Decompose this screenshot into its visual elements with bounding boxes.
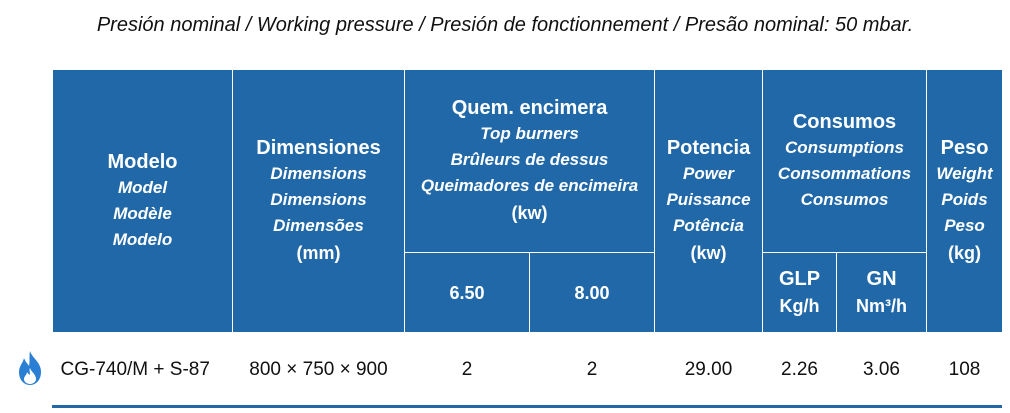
table-row: CG-740/M + S-87 800 × 750 × 900 2 2 29.0… xyxy=(53,333,1003,407)
header-dimensions: Dimensiones Dimensions Dimensions Dimens… xyxy=(232,69,405,333)
header-dimensions-tr-en: Dimensions xyxy=(270,164,367,183)
header-consumption: Consumos Consumptions Consommations Cons… xyxy=(762,69,928,253)
header-model-tr-pt: Modelo xyxy=(112,230,173,249)
header-model-title: Modelo xyxy=(107,151,178,173)
cell-glp: 2.26 xyxy=(781,358,818,380)
header-model-tr-fr: Modèle xyxy=(113,204,172,223)
header-consumption-tr-en: Consumptions xyxy=(785,138,905,157)
header-consumption-glp: GLP Kg/h xyxy=(762,252,838,333)
header-glp-unit: Kg/h xyxy=(779,295,820,316)
spec-table: Modelo Model Modèle Modelo Dimensiones D… xyxy=(52,69,1004,407)
cell-burners-650: 2 xyxy=(461,358,473,380)
header-consumption-gn: GN Nm³/h xyxy=(836,252,928,333)
cell-dimensions: 800 × 750 × 900 xyxy=(249,358,388,380)
header-model-tr-en: Model xyxy=(117,178,168,197)
header-burners-tr-fr: Brûleurs de dessus xyxy=(450,150,609,169)
header-weight-tr-pt: Peso xyxy=(944,216,985,235)
header-burners-title: Quem. encimera xyxy=(451,97,608,119)
header-burners-tr-pt: Queimadores de encimeira xyxy=(420,176,639,195)
header-weight-title: Peso xyxy=(940,137,989,159)
header-burners: Quem. encimera Top burners Brûleurs de d… xyxy=(403,69,656,253)
cell-burners-800: 2 xyxy=(586,358,598,380)
header-dimensions-tr-pt: Dimensões xyxy=(273,216,364,235)
gas-flame-icon xyxy=(19,351,41,385)
header-weight-tr-en: Weight xyxy=(936,164,993,183)
header-consumption-tr-pt: Consumos xyxy=(800,190,889,209)
bottom-rule xyxy=(52,405,1002,408)
header-burners-unit: (kw) xyxy=(511,203,548,223)
header-burners-800: 8.00 xyxy=(528,252,656,333)
header-power: Potencia Power Puissance Potência (kw) xyxy=(654,69,764,333)
cell-power: 29.00 xyxy=(684,358,733,380)
working-pressure-caption: Presión nominal / Working pressure / Pre… xyxy=(96,14,914,36)
header-consumption-title: Consumos xyxy=(792,111,897,133)
header-weight: Peso Weight Poids Peso (kg) xyxy=(926,69,1004,333)
header-power-tr-en: Power xyxy=(683,164,735,183)
cell-weight: 108 xyxy=(948,358,981,380)
header-weight-tr-fr: Poids xyxy=(941,190,988,209)
header-burners-650: 6.50 xyxy=(404,252,530,333)
header-power-tr-pt: Potência xyxy=(673,216,744,235)
header-power-title: Potencia xyxy=(666,137,751,159)
header-consumption-tr-fr: Consommations xyxy=(777,164,912,183)
header-dimensions-tr-fr: Dimensions xyxy=(270,190,367,209)
header-power-tr-fr: Puissance xyxy=(666,190,751,209)
header-glp-name: GLP xyxy=(778,267,821,290)
header-gn-unit: Nm³/h xyxy=(856,295,908,316)
header-dimensions-unit: (mm) xyxy=(296,243,341,263)
header-model: Modelo Model Modèle Modelo xyxy=(52,69,233,333)
cell-model: CG-740/M + S-87 xyxy=(60,358,210,380)
header-burners-tr-en: Top burners xyxy=(480,124,579,143)
header-dimensions-title: Dimensiones xyxy=(256,137,381,159)
header-gn-name: GN xyxy=(866,267,897,290)
header-weight-unit: (kg) xyxy=(948,243,982,263)
header-power-unit: (kw) xyxy=(690,243,727,263)
cell-gn: 3.06 xyxy=(863,358,900,380)
